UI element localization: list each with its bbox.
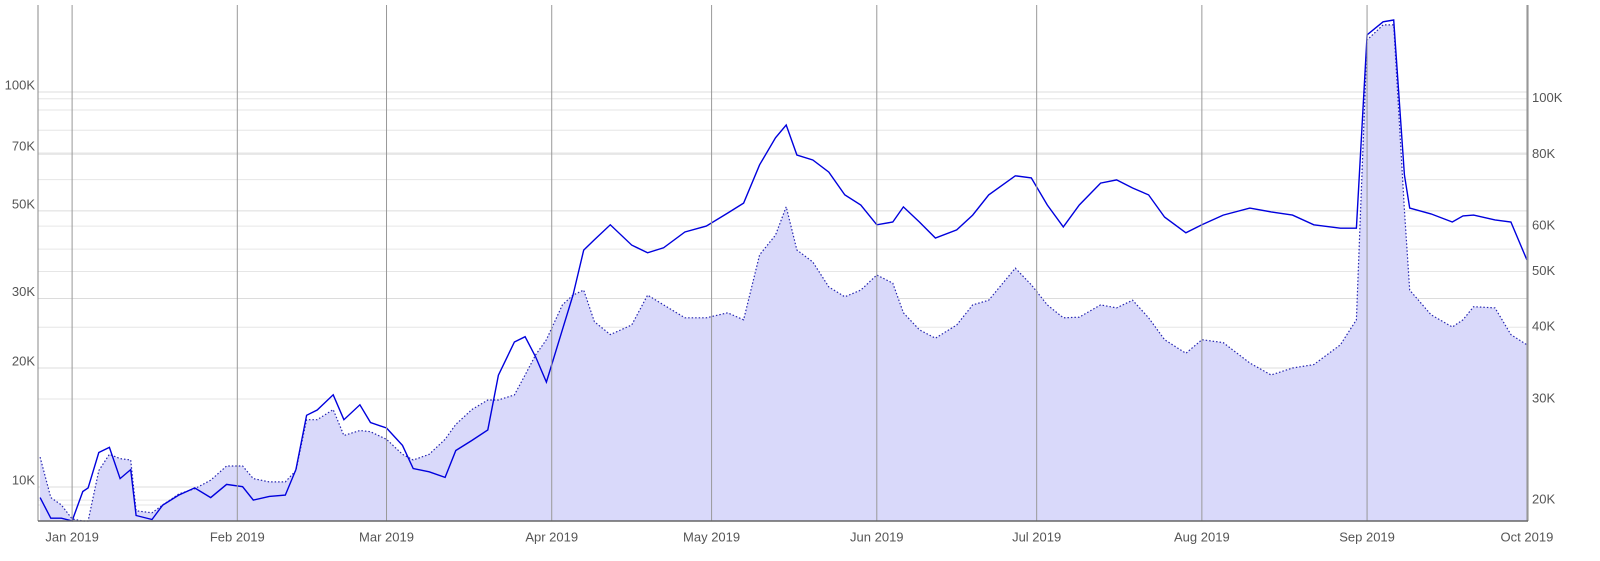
y2-tick-label: 60K — [1532, 218, 1555, 233]
line — [39, 19, 1528, 522]
y2-tick-label: 80K — [1532, 146, 1555, 161]
x-tick-label: Jun 2019 — [850, 529, 904, 544]
x-tick-label: Mar 2019 — [359, 529, 414, 544]
y2-tick-label: 50K — [1532, 263, 1555, 278]
y-tick-label: 30K — [12, 284, 35, 299]
y2-tick-label: 40K — [1532, 319, 1555, 334]
x-tick-label: Feb 2019 — [210, 529, 265, 544]
y-tick-label: 50K — [12, 196, 35, 211]
area — [40, 24, 1527, 522]
x-tick-label: Jan 2019 — [45, 529, 99, 544]
x-tick-label: Oct 2019 — [1501, 529, 1554, 544]
y-tick-label: 10K — [12, 472, 35, 487]
y2-tick-label: 20K — [1532, 492, 1555, 507]
x-tick-label: Apr 2019 — [525, 529, 578, 544]
x-tick-label: Jul 2019 — [1012, 529, 1061, 544]
y2-tick-label: 100K — [1532, 90, 1563, 105]
x-tick-label: Sep 2019 — [1339, 529, 1395, 544]
y-tick-label: 70K — [12, 139, 35, 154]
y2-tick-label: 30K — [1532, 390, 1555, 405]
x-tick-label: May 2019 — [683, 529, 740, 544]
area-outline — [39, 24, 1528, 522]
y-tick-label: 20K — [12, 353, 35, 368]
y-tick-label: 100K — [5, 77, 36, 92]
x-tick-label: Aug 2019 — [1174, 529, 1230, 544]
